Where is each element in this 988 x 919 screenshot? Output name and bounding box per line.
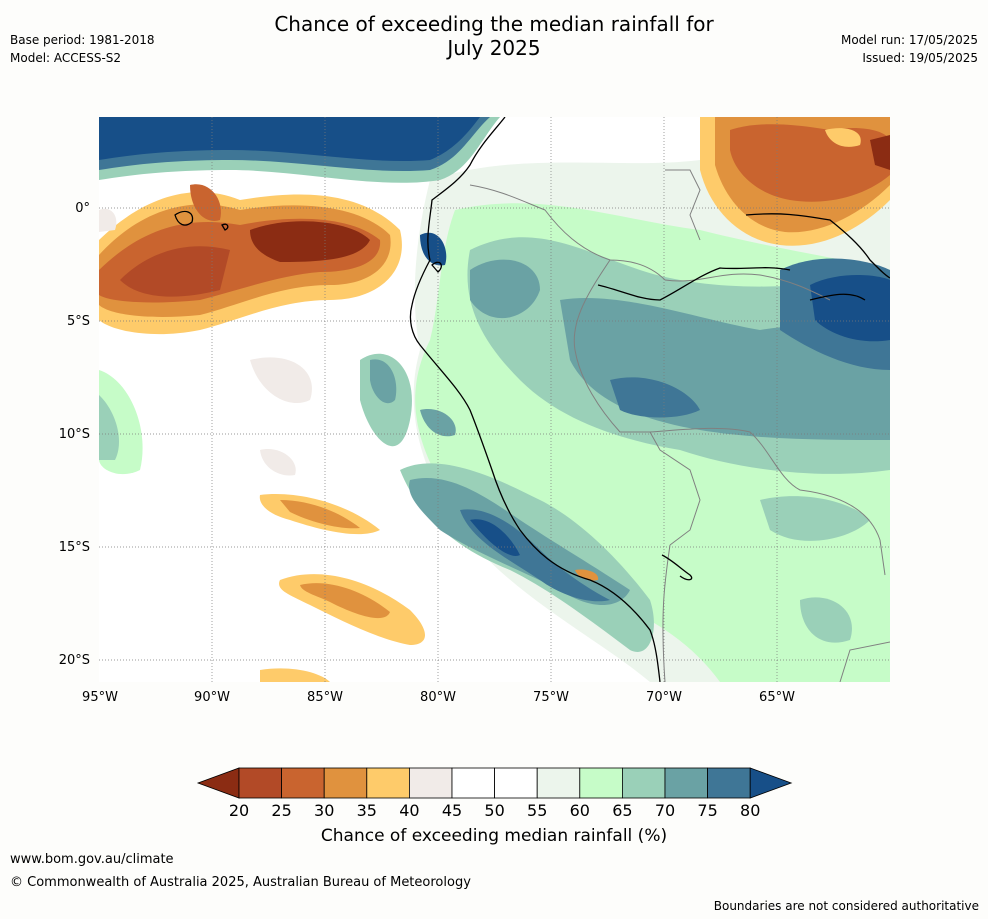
colorbar-swatch [281, 767, 325, 799]
field-south-30-35-b [300, 583, 390, 619]
lat-label: 15°S [59, 540, 90, 555]
field-40-45-c [99, 208, 117, 232]
copyright-notice: © Commonwealth of Australia 2025, Austra… [10, 875, 471, 890]
lon-label: 90°W [194, 690, 230, 705]
colorbar-swatches [196, 767, 793, 799]
issued-date: Issued: 19/05/2025 [862, 51, 978, 65]
colorbar-tick-label: 70 [655, 801, 675, 820]
colorbar-tick-label: 50 [484, 801, 504, 820]
footer-url[interactable]: www.bom.gov.au/climate [10, 852, 174, 867]
title-line-1: Chance of exceeding the median rainfall … [274, 12, 714, 36]
lon-label: 75°W [533, 690, 569, 705]
colorbar-swatch [323, 767, 368, 799]
colorbar-tick-label: 30 [314, 801, 334, 820]
colorbar-swatch [238, 767, 282, 799]
field-80-east [810, 275, 890, 342]
model-name: Model: ACCESS-S2 [10, 51, 122, 65]
colorbar-tick-label: 35 [357, 801, 377, 820]
field-70-75-coast2 [420, 409, 456, 437]
coastline [174, 117, 890, 682]
country-boundaries [469, 169, 890, 682]
colorbar-tick-label: 80 [740, 801, 760, 820]
graticule [99, 117, 890, 682]
boundary-disclaimer: Boundaries are not considered authoritat… [713, 899, 979, 913]
lon-label: 70°W [646, 690, 682, 705]
colorbar-swatch [536, 767, 581, 799]
field-south-35-40-c [260, 668, 330, 682]
colorbar-swatch [451, 767, 495, 799]
lat-label: 10°S [59, 427, 90, 442]
lat-label: 5°S [67, 314, 90, 329]
colorbar-label: Chance of exceeding median rainfall (%) [320, 826, 668, 846]
field-80-coast [420, 232, 447, 266]
map-title: Chance of exceeding the median rainfall … [0, 12, 988, 60]
field-65-70-east [760, 496, 870, 541]
colorbar-swatch [408, 767, 453, 799]
colorbar-swatch [664, 767, 708, 799]
field-north-80 [99, 117, 480, 162]
colorbar-swatch [494, 767, 538, 799]
colorbar: 20 25 30 35 40 45 50 55 60 65 70 75 80 [196, 767, 793, 820]
field-ne-20 [870, 135, 890, 170]
base-period: Base period: 1981-2018 [10, 33, 155, 47]
field-70-75-north [470, 259, 540, 319]
field-ne-35-spot [825, 128, 861, 147]
field-65-70-west [99, 395, 120, 460]
meta-left: Base period: 1981-2018 Model: ACCESS-S2 [10, 31, 155, 67]
colorbar-swatch [622, 767, 666, 799]
rainfall-map: 0° 5°S 10°S 15°S 20°S 95°W 90°W 85°W 80°… [59, 117, 890, 705]
colorbar-tick-label: 25 [271, 801, 291, 820]
colorbar-tick-label: 65 [612, 801, 632, 820]
field-70-75-coast [370, 359, 397, 404]
colorbar-tick-label: 75 [697, 801, 717, 820]
lat-label: 0° [75, 201, 90, 216]
lon-label: 85°W [307, 690, 343, 705]
field-20-a [250, 221, 370, 262]
field-65-70-se [800, 597, 852, 643]
colorbar-swatch [579, 767, 623, 799]
field-25-30-galapagos [190, 184, 221, 221]
colorbar-tick-label: 45 [442, 801, 462, 820]
colorbar-tick-label: 40 [399, 801, 419, 820]
lon-label: 95°W [82, 690, 118, 705]
title-line-2: July 2025 [447, 36, 541, 60]
colorbar-ticks: 20 25 30 35 40 45 50 55 60 65 70 75 80 [229, 801, 761, 820]
field-40-45-a [260, 449, 296, 476]
field-south-30-35-a [280, 500, 360, 529]
colorbar-tick-label: 55 [527, 801, 547, 820]
colorbar-tick-label: 20 [229, 801, 249, 820]
field-south-30-35-coast [575, 569, 599, 581]
lat-label: 20°S [59, 653, 90, 668]
lon-label: 65°W [759, 690, 795, 705]
colorbar-extend-low [196, 767, 240, 799]
model-run: Model run: 17/05/2025 [840, 33, 978, 47]
colorbar-swatch [707, 767, 751, 799]
field-75-80 [610, 377, 700, 418]
field-40-45-b [250, 357, 312, 404]
colorbar-extend-high [749, 767, 793, 799]
field-20-25-a [120, 246, 230, 297]
colorbar-swatch [366, 767, 410, 799]
meta-right: Model run: 17/05/2025 Issued: 19/05/2025 [841, 31, 978, 67]
lon-label: 80°W [420, 690, 456, 705]
colorbar-tick-label: 60 [570, 801, 590, 820]
